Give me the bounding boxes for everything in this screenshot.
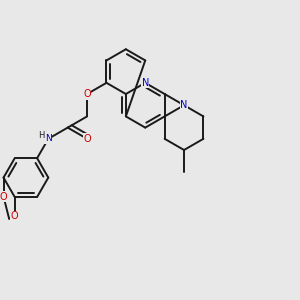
Text: N: N xyxy=(180,100,188,110)
Text: H: H xyxy=(38,130,45,140)
Text: N: N xyxy=(45,134,52,143)
Text: O: O xyxy=(83,89,91,99)
Text: O: O xyxy=(0,192,7,202)
Text: O: O xyxy=(11,211,19,221)
Text: O: O xyxy=(83,134,91,144)
Text: N: N xyxy=(142,78,149,88)
